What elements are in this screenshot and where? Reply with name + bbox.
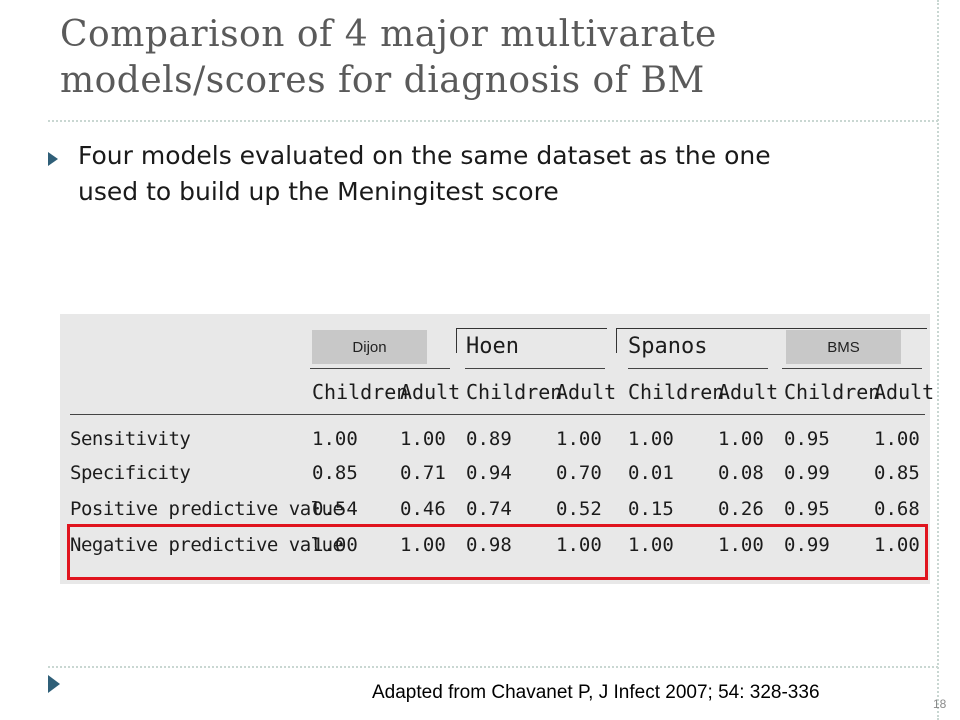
slide-title-line-2: models/scores for diagnosis of BM [60, 60, 705, 101]
subheader-dijon-children: Children [312, 380, 409, 404]
table-cell: 0.85 [874, 462, 920, 484]
table-cell: 0.08 [718, 462, 764, 484]
model-header-bms-label: BMS [827, 338, 860, 356]
title-divider [48, 120, 938, 122]
subheader-bms-adult: Adult [874, 380, 935, 404]
table-cell: 0.94 [466, 462, 512, 484]
table-cell: 0.52 [556, 498, 602, 520]
table-cell: 0.15 [628, 498, 674, 520]
table-cell: 1.00 [874, 428, 920, 450]
row-label-ppv: Positive predictive value [70, 498, 344, 520]
npv-highlight-box [67, 524, 928, 580]
bullet-text-line-1: Four models evaluated on the same datase… [78, 141, 771, 170]
table-cell: 0.71 [400, 462, 446, 484]
table-cell: 1.00 [718, 534, 764, 556]
bullet-arrow-icon [48, 152, 58, 166]
model-header-dijon: Dijon [312, 330, 427, 364]
table-cell: 1.00 [400, 428, 446, 450]
table-cell: 1.00 [718, 428, 764, 450]
table-cell: 0.70 [556, 462, 602, 484]
table-cell: 1.00 [312, 428, 358, 450]
row-label-npv: Negative predictive value [70, 534, 344, 556]
table-cell: 0.95 [784, 428, 830, 450]
table-cell: 1.00 [400, 534, 446, 556]
table-cell: 0.68 [874, 498, 920, 520]
model-header-spanos: Spanos [628, 334, 708, 359]
table-cell: 1.00 [628, 428, 674, 450]
table-cell: 0.01 [628, 462, 674, 484]
subheader-hoen-children: Children [466, 380, 563, 404]
model-bracket-hoen [456, 328, 607, 353]
subheader-spanos-children: Children [628, 380, 725, 404]
table-cell: 0.46 [400, 498, 446, 520]
table-cell: 1.00 [556, 534, 602, 556]
comparison-table: Dijon Hoen Spanos BMS Children Adult Chi… [60, 314, 934, 584]
subheader-underline-dijon [310, 368, 450, 369]
page-number: 18 [933, 697, 947, 711]
table-cell: 1.00 [312, 534, 358, 556]
table-cell: 1.00 [628, 534, 674, 556]
table-cell: 0.26 [718, 498, 764, 520]
subheader-underline-spanos [628, 368, 768, 369]
subheader-hoen-adult: Adult [556, 380, 617, 404]
citation: Adapted from Chavanet P, J Infect 2007; … [372, 682, 820, 703]
model-header-bms: BMS [786, 330, 901, 364]
table-cell: 0.54 [312, 498, 358, 520]
table-cell: 0.99 [784, 462, 830, 484]
subheader-spanos-adult: Adult [718, 380, 779, 404]
table-cell: 1.00 [874, 534, 920, 556]
model-bracket-spanos [616, 328, 927, 353]
row-label-sensitivity: Sensitivity [70, 428, 191, 450]
table-cell: 0.85 [312, 462, 358, 484]
row-label-specificity: Specificity [70, 462, 191, 484]
table-cell: 0.95 [784, 498, 830, 520]
bullet-point: Four models evaluated on the same datase… [48, 138, 888, 210]
bullet-text-line-2: used to build up the Meningitest score [78, 177, 559, 206]
table-cell: 0.74 [466, 498, 512, 520]
table-cell: 0.99 [784, 534, 830, 556]
table-header-rule [70, 414, 925, 415]
model-header-dijon-label: Dijon [352, 338, 387, 356]
right-margin-line [937, 0, 939, 720]
footer-arrow-icon [48, 675, 60, 693]
subheader-dijon-adult: Adult [400, 380, 461, 404]
subheader-underline-bms [782, 368, 922, 369]
slide-title: Comparison of 4 major multivarate models… [60, 12, 930, 104]
table-cell: 1.00 [556, 428, 602, 450]
model-header-hoen: Hoen [466, 334, 519, 359]
bullet-text: Four models evaluated on the same datase… [78, 138, 888, 210]
table-cell: 0.98 [466, 534, 512, 556]
slide-title-line-1: Comparison of 4 major multivarate [60, 14, 717, 55]
table-cell: 0.89 [466, 428, 512, 450]
subheader-bms-children: Children [784, 380, 881, 404]
footer-divider [48, 666, 938, 668]
subheader-underline-hoen [465, 368, 605, 369]
